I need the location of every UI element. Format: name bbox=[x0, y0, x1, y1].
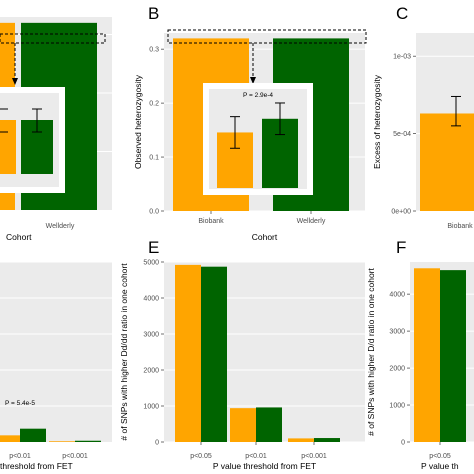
panel-a-x-axis-title: Cohort bbox=[6, 232, 32, 242]
panel-f-bar-series0-p<0.05 bbox=[414, 268, 440, 442]
panel-e-bar-series0-p<0.001 bbox=[288, 438, 314, 442]
panel-d-x-tick-label-1: p<0.01 bbox=[9, 453, 31, 460]
panel-d-x-axis-title: threshold from FET bbox=[0, 461, 73, 471]
panel-b-x-axis-title: Cohort bbox=[252, 232, 278, 242]
panel-e-bar-series0-p<0.05 bbox=[175, 264, 201, 442]
panel-d-bar-series0-p<0.01 bbox=[0, 435, 20, 442]
panel-e-x-axis-title: P value threshold from FET bbox=[213, 461, 316, 471]
panel-c-y-axis-title: Excess of heterozygosity bbox=[372, 74, 382, 169]
panel-a-inset-bar-biobank bbox=[0, 120, 16, 174]
panel-d-bar-series0-p<0.001 bbox=[49, 441, 75, 442]
panel-e-x-tick-label-0: p<0.05 bbox=[190, 453, 212, 460]
panel-e-x-tick-label-2: p<0.001 bbox=[301, 453, 327, 460]
panel-label-b: B bbox=[148, 4, 159, 23]
panel-b-y-tick-label-0: 0.0 bbox=[149, 209, 159, 216]
panel-b-arrow-head bbox=[250, 77, 256, 84]
panel-e-y-tick-label-1: 1000 bbox=[143, 404, 159, 411]
panel-f-bar-series1-p<0.05 bbox=[440, 270, 466, 442]
panel-c-bar-biobank bbox=[420, 113, 474, 211]
panel-label-e: E bbox=[148, 238, 159, 257]
panel-c-y-tick-label-1: 5e-04 bbox=[393, 131, 411, 138]
panel-b-inset-annotation: P = 2.9e-4 bbox=[243, 92, 273, 99]
panel-b-x-tick-label-0: Biobank bbox=[198, 218, 224, 225]
panel-d-x-tick-label-2: p<0.001 bbox=[62, 453, 88, 460]
panel-b-y-tick-label-1: 0.1 bbox=[149, 155, 159, 162]
panel-e-y-tick-label-2: 2000 bbox=[143, 368, 159, 375]
panel-e-bar-series0-p<0.01 bbox=[230, 408, 256, 442]
panel-e-bar-series1-p<0.01 bbox=[256, 407, 282, 442]
panel-f-x-tick-label-0: p<0.05 bbox=[429, 453, 451, 460]
panel-e-y-tick-label-0: 0 bbox=[155, 440, 159, 447]
panel-e-bar-series1-p<0.05 bbox=[201, 266, 227, 442]
panel-label-f: F bbox=[396, 238, 406, 257]
panel-a-arrow-head bbox=[12, 78, 18, 85]
panel-e-y-axis-title: # of SNPs with higher Dd/dd ratio in one… bbox=[119, 263, 129, 441]
panel-b-y-axis-title: Observed heterozygosity bbox=[133, 74, 143, 169]
panel-b-y-tick-label-3: 0.3 bbox=[149, 47, 159, 54]
panel-f-y-tick-label-3: 3000 bbox=[389, 329, 405, 336]
chart-layer: Wellderly Cohort 0.0 0.1 0.2 0.3 Biobank Wellde… bbox=[0, 17, 474, 471]
panel-b-x-tick-label-1: Wellderly bbox=[297, 218, 326, 225]
panel-f-y-tick-label-2: 2000 bbox=[389, 366, 405, 373]
panel-b-y-tick-label-2: 0.2 bbox=[149, 101, 159, 108]
panel-e-x-tick-label-1: p<0.01 bbox=[245, 453, 267, 460]
panel-e-bar-series1-p<0.001 bbox=[314, 438, 340, 442]
panel-c-x-tick-label-0: Biobank bbox=[447, 223, 473, 230]
panel-f-x-axis-title: P value th bbox=[421, 461, 459, 471]
panel-c-y-tick-label-2: 1e-03 bbox=[393, 54, 411, 61]
panel-d-annotation: P = 5.4e-5 bbox=[5, 400, 35, 407]
panel-e-y-tick-label-5: 5000 bbox=[143, 260, 159, 267]
panel-f-y-tick-label-0: 0 bbox=[401, 440, 405, 447]
panel-b-zoom-box bbox=[167, 29, 367, 44]
panel-a-tick-label-wellderly: Wellderly bbox=[46, 223, 75, 230]
panel-label-c: C bbox=[396, 4, 408, 23]
panel-d-bar-series1-p<0.01 bbox=[20, 428, 46, 442]
panel-e-y-tick-label-3: 3000 bbox=[143, 332, 159, 339]
panel-f-y-tick-label-4: 4000 bbox=[389, 292, 405, 299]
panel-a-zoom-box bbox=[0, 33, 106, 44]
panel-e-y-tick-label-4: 4000 bbox=[143, 296, 159, 303]
panel-d-bar-series1-p<0.001 bbox=[75, 440, 101, 442]
panel-f-y-axis-title: # of SNPs with higher D/d ratio in one c… bbox=[366, 268, 376, 436]
panel-a-inset-frame bbox=[0, 87, 65, 193]
panel-d-background bbox=[0, 262, 112, 442]
panel-f-y-tick-label-1: 1000 bbox=[389, 403, 405, 410]
panel-c-y-tick-label-0: 0e+00 bbox=[391, 209, 411, 216]
